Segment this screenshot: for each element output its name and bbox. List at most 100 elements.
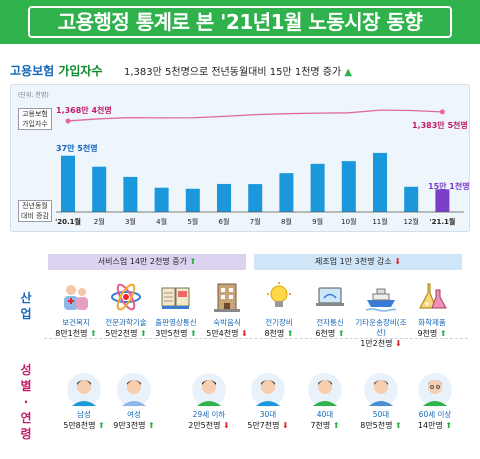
demographics-section-label: 성 별 · 연 령: [18, 362, 34, 442]
senior-person-icon: [409, 372, 461, 410]
item-value: 7천명 ⬆: [299, 420, 351, 432]
line-label-l2: 가입자수: [22, 120, 48, 128]
bar-label-l2: 대비 증감: [21, 212, 49, 220]
item-thirties-person: 30대 5만7천명 ⬇: [242, 372, 294, 432]
up-arrow-icon: ⬆: [442, 421, 453, 430]
up-arrow-icon: ⬆: [437, 329, 447, 338]
up-arrow-icon: ⬆: [187, 329, 197, 338]
up-arrow-icon: ⬆: [95, 421, 105, 430]
item-woman: 여성 9만3천명 ⬆: [108, 372, 160, 432]
down-arrow-icon: ⬇: [238, 329, 248, 338]
item-name: 40대: [316, 410, 334, 419]
item-forties-person: 40대 7천명 ⬆: [299, 372, 351, 432]
item-value-text: 5만2천명: [105, 329, 138, 338]
flask-icon: [406, 280, 458, 318]
page-title: 고용행정 통계로 본 '21년1월 노동시장 동향: [28, 6, 452, 38]
up-arrow-icon: ⬆: [335, 329, 345, 338]
item-healthcare: 보건복지 8만1천명 ⬆: [50, 280, 102, 340]
item-value-text: 7천명: [310, 421, 331, 430]
item-book: 출판영상통신 3만5천명 ⬆: [150, 280, 202, 340]
item-name: 30대: [259, 410, 277, 419]
item-name: 숙박음식: [213, 318, 241, 327]
item-value: 5만2천명 ⬆: [100, 328, 152, 340]
item-atom: 전문과학기술 5만2천명 ⬆: [100, 280, 152, 340]
woman-icon: [108, 372, 160, 410]
book-icon: [150, 280, 202, 318]
item-building: 숙박음식 5만4천명 ⬇: [201, 280, 253, 340]
item-value: 8만1천명 ⬆: [50, 328, 102, 340]
item-name: 전자통신: [316, 318, 344, 327]
line-series-label: 고용보험 가입자수: [18, 108, 52, 130]
chart-panel: [10, 84, 470, 232]
item-value-text: 1만2천명: [360, 339, 393, 348]
bar-label-l1: 전년동월: [22, 202, 48, 210]
item-value: 5만4천명 ⬇: [201, 328, 253, 340]
item-name: 남성: [77, 410, 91, 419]
item-value: 14만명 ⬆: [409, 420, 461, 432]
item-name: 29세 이하: [192, 410, 226, 419]
item-name: 60세 이상: [418, 410, 452, 419]
item-value: 2만5천명 ⬇: [183, 420, 235, 432]
item-value-text: 14만명: [417, 421, 443, 430]
summary-text: 1,383만 5천명으로 전년동월대비 15만 1천명 증가: [124, 67, 342, 78]
section-heading-part1: 고용보험: [10, 64, 55, 78]
item-value: 3만5천명 ⬆: [150, 328, 202, 340]
manufacturing-banner: 제조업 1만 3천명 감소 ⬇: [254, 254, 462, 270]
service-banner-text: 서비스업 14만 2천명 증가: [97, 257, 187, 266]
item-fifties-person: 50대 8만5천명 ⬆: [355, 372, 407, 432]
item-name: 보건복지: [62, 318, 90, 327]
demographics-label-text: 성 별 · 연 령: [20, 363, 32, 441]
up-arrow-icon: ⬆: [392, 421, 402, 430]
manufacturing-banner-text: 제조업 1만 3천명 감소: [315, 257, 392, 266]
section-summary: 1,383만 5천명으로 전년동월대비 15만 1천명 증가 ▲: [124, 63, 352, 78]
service-banner: 서비스업 14만 2천명 증가 ⬆: [48, 254, 246, 270]
item-name: 50대: [372, 410, 390, 419]
up-arrow-icon: ⬆: [189, 257, 197, 266]
item-value-text: 9만3천명: [113, 421, 146, 430]
item-value-text: 8천명: [264, 329, 285, 338]
item-value-text: 9천명: [417, 329, 438, 338]
item-value-text: 6천명: [315, 329, 336, 338]
item-value: 1만2천명 ⬇: [355, 338, 407, 350]
item-name: 전문과학기술: [105, 318, 147, 327]
section-heading: 고용보험 가입자수: [10, 62, 103, 79]
item-value: 5만8천명 ⬆: [58, 420, 110, 432]
unit-label: (단위: 천명): [18, 92, 49, 99]
section-divider: [44, 338, 468, 339]
item-ship: 기타운송장비(조선) 1만2천명 ⬇: [355, 280, 407, 350]
forties-person-icon: [299, 372, 351, 410]
item-value: 6천명 ⬆: [304, 328, 356, 340]
ship-icon: [355, 280, 407, 318]
item-lightbulb: 전기장비 8천명 ⬆: [253, 280, 305, 340]
item-value-text: 2만5천명: [188, 421, 221, 430]
atom-icon: [100, 280, 152, 318]
item-flask: 화학제품 9천명 ⬆: [406, 280, 458, 340]
item-senior-person: 60세 이상 14만명 ⬆: [409, 372, 461, 432]
item-value-text: 3만5천명: [155, 329, 188, 338]
up-arrow-icon: ⬆: [137, 329, 147, 338]
item-value-text: 8만1천명: [55, 329, 88, 338]
down-arrow-icon: ⬇: [220, 421, 230, 430]
healthcare-icon: [50, 280, 102, 318]
item-value: 9천명 ⬆: [406, 328, 458, 340]
up-arrow-icon: ⬆: [284, 329, 294, 338]
item-name: 화학제품: [418, 318, 446, 327]
item-value-text: 5만7천명: [247, 421, 280, 430]
item-man: 남성 5만8천명 ⬆: [58, 372, 110, 432]
item-name: 출판영상통신: [155, 318, 197, 327]
lightbulb-icon: [253, 280, 305, 318]
down-arrow-icon: ⬇: [279, 421, 289, 430]
thirties-person-icon: [242, 372, 294, 410]
up-arrow-icon: ⬆: [145, 421, 155, 430]
item-value-text: 5만4천명: [206, 329, 239, 338]
item-young-person: 29세 이하 2만5천명 ⬇: [183, 372, 235, 432]
line-label-l1: 고용보험: [22, 110, 48, 118]
down-arrow-icon: ⬇: [392, 339, 402, 348]
item-value: 9만3천명 ⬆: [108, 420, 160, 432]
item-value-text: 5만8천명: [63, 421, 96, 430]
building-icon: [201, 280, 253, 318]
item-name: 여성: [127, 410, 141, 419]
item-name: 전기장비: [265, 318, 293, 327]
item-value: 5만7천명 ⬇: [242, 420, 294, 432]
